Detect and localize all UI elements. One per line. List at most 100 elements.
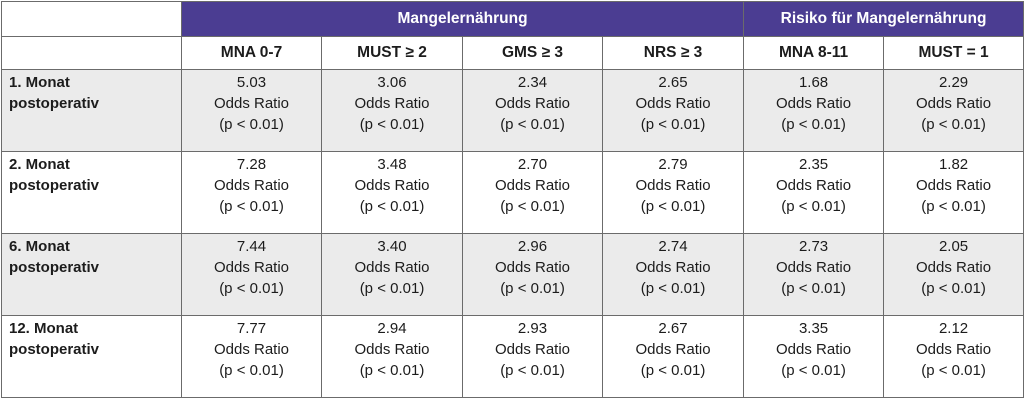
row-label-line: 6. Monat (9, 238, 70, 255)
table-cell: 7.77 Odds Ratio (p < 0.01) (181, 315, 322, 398)
p-value-label: (p < 0.01) (781, 198, 846, 215)
row-label-line: 1. Monat (9, 74, 70, 91)
odds-ratio-value: 5.03 (236, 74, 267, 91)
p-value-label: (p < 0.01) (219, 116, 284, 133)
table-row: 6. Monat postoperativ 7.44 Odds Ratio (p < 0… (1, 233, 1024, 316)
row-label: 1. Monat postoperativ (1, 69, 182, 152)
odds-ratio-label: Odds Ratio (494, 177, 571, 194)
p-value-label: (p < 0.01) (500, 280, 565, 297)
column-header: MUST = 1 (883, 36, 1024, 70)
odds-ratio-label: Odds Ratio (635, 95, 711, 112)
odds-ratio-value: 3.40 (377, 238, 407, 255)
odds-ratio-label: Odds Ratio (916, 341, 992, 358)
p-value-label: (p < 0.01) (500, 362, 565, 379)
odds-ratio-value: 2.35 (798, 156, 829, 173)
column-header: MUST ≥ 2 (321, 36, 463, 70)
group-header-row: Mangelernährung Risiko für Mangelernähru… (1, 1, 1024, 37)
group-header-malnutrition: Mangelernährung (180, 1, 745, 37)
odds-ratio-value: 2.73 (798, 238, 829, 255)
p-value-label: (p < 0.01) (359, 116, 425, 133)
odds-ratio-value: 7.77 (236, 320, 267, 337)
p-value-label: (p < 0.01) (219, 280, 284, 297)
odds-ratio-label: Odds Ratio (213, 259, 290, 276)
odds-ratio-label: Odds Ratio (635, 341, 711, 358)
column-header-row: MNA 0-7 MUST ≥ 2 GMS ≥ 3 NRS ≥ 3 MNA 8-1… (1, 36, 1024, 70)
table-cell: 2.34 Odds Ratio (p < 0.01) (462, 69, 603, 152)
table-cell: 2.65 Odds Ratio (p < 0.01) (601, 69, 745, 152)
odds-ratio-value: 2.96 (517, 238, 548, 255)
odds-ratio-label: Odds Ratio (776, 95, 852, 112)
odds-ratio-value: 3.06 (377, 74, 407, 91)
table-cell: 1.82 Odds Ratio (p < 0.01) (883, 151, 1024, 234)
table-cell: 2.79 Odds Ratio (p < 0.01) (601, 151, 745, 234)
odds-ratio-value: 2.65 (658, 74, 688, 91)
odds-ratio-value: 3.35 (798, 320, 829, 337)
odds-ratio-label: Odds Ratio (916, 177, 992, 194)
table-cell: 5.03 Odds Ratio (p < 0.01) (181, 69, 322, 152)
table-row: 2. Monat postoperativ 7.28 Odds Ratio (p < 0… (1, 151, 1024, 234)
odds-ratio-label: Odds Ratio (354, 95, 430, 112)
p-value-label: (p < 0.01) (640, 280, 706, 297)
table-cell: 3.06 Odds Ratio (p < 0.01) (321, 69, 463, 152)
odds-ratio-label: Odds Ratio (776, 341, 852, 358)
odds-ratio-label: Odds Ratio (354, 259, 430, 276)
p-value-label: (p < 0.01) (640, 362, 706, 379)
odds-ratio-label: Odds Ratio (213, 177, 290, 194)
table-cell: 7.28 Odds Ratio (p < 0.01) (181, 151, 322, 234)
p-value-label: (p < 0.01) (500, 116, 565, 133)
odds-ratio-value: 7.44 (236, 238, 267, 255)
p-value-label: (p < 0.01) (640, 116, 706, 133)
odds-ratio-value: 3.48 (377, 156, 407, 173)
odds-ratio-value: 2.93 (517, 320, 548, 337)
p-value-label: (p < 0.01) (500, 198, 565, 215)
odds-ratio-value: 2.94 (377, 320, 407, 337)
table-cell: 2.73 Odds Ratio (p < 0.01) (743, 233, 885, 316)
p-value-label: (p < 0.01) (921, 116, 986, 133)
p-value-label: (p < 0.01) (219, 362, 284, 379)
odds-ratio-value: 1.82 (938, 156, 969, 173)
column-header: GMS ≥ 3 (462, 36, 603, 70)
table-cell: 2.05 Odds Ratio (p < 0.01) (883, 233, 1024, 316)
row-label: 6. Monat postoperativ (1, 233, 182, 316)
row-label-line: postoperativ (9, 95, 100, 112)
odds-ratio-value: 2.29 (938, 74, 969, 91)
odds-ratio-value: 1.68 (798, 74, 829, 91)
column-header: MNA 8-11 (743, 36, 885, 70)
odds-ratio-label: Odds Ratio (213, 341, 290, 358)
odds-ratio-label: Odds Ratio (916, 259, 992, 276)
p-value-label: (p < 0.01) (921, 362, 986, 379)
row-label-line: postoperativ (9, 341, 100, 358)
row-label-line: 2. Monat (9, 156, 70, 173)
row-label-line: postoperativ (9, 177, 100, 194)
odds-ratio-label: Odds Ratio (916, 95, 992, 112)
table-cell: 1.68 Odds Ratio (p < 0.01) (743, 69, 885, 152)
odds-ratio-value: 2.34 (517, 74, 548, 91)
odds-ratio-label: Odds Ratio (776, 177, 852, 194)
column-header: MNA 0-7 (181, 36, 322, 70)
table-cell: 3.35 Odds Ratio (p < 0.01) (743, 315, 885, 398)
odds-ratio-label: Odds Ratio (776, 259, 852, 276)
odds-ratio-label: Odds Ratio (354, 177, 430, 194)
odds-ratio-value: 2.12 (938, 320, 969, 337)
table-cell: 2.67 Odds Ratio (p < 0.01) (601, 315, 745, 398)
odds-ratio-value: 2.74 (658, 238, 688, 255)
odds-ratio-value: 2.67 (658, 320, 688, 337)
p-value-label: (p < 0.01) (921, 198, 986, 215)
p-value-label: (p < 0.01) (921, 280, 986, 297)
column-header: NRS ≥ 3 (601, 36, 745, 70)
table-cell: 2.12 Odds Ratio (p < 0.01) (883, 315, 1024, 398)
odds-ratio-value: 2.05 (938, 238, 969, 255)
table-cell: 3.40 Odds Ratio (p < 0.01) (321, 233, 463, 316)
row-label: 12. Monat postoperativ (1, 315, 182, 398)
p-value-label: (p < 0.01) (359, 362, 425, 379)
table-cell: 2.96 Odds Ratio (p < 0.01) (462, 233, 603, 316)
p-value-label: (p < 0.01) (781, 280, 846, 297)
odds-ratio-label: Odds Ratio (635, 177, 711, 194)
odds-ratio-label: Odds Ratio (635, 259, 711, 276)
p-value-label: (p < 0.01) (781, 116, 846, 133)
odds-ratio-value: 2.70 (517, 156, 548, 173)
table-cell: 2.29 Odds Ratio (p < 0.01) (883, 69, 1024, 152)
table-cell: 7.44 Odds Ratio (p < 0.01) (181, 233, 322, 316)
table-cell: 3.48 Odds Ratio (p < 0.01) (321, 151, 463, 234)
odds-ratio-value: 7.28 (236, 156, 267, 173)
